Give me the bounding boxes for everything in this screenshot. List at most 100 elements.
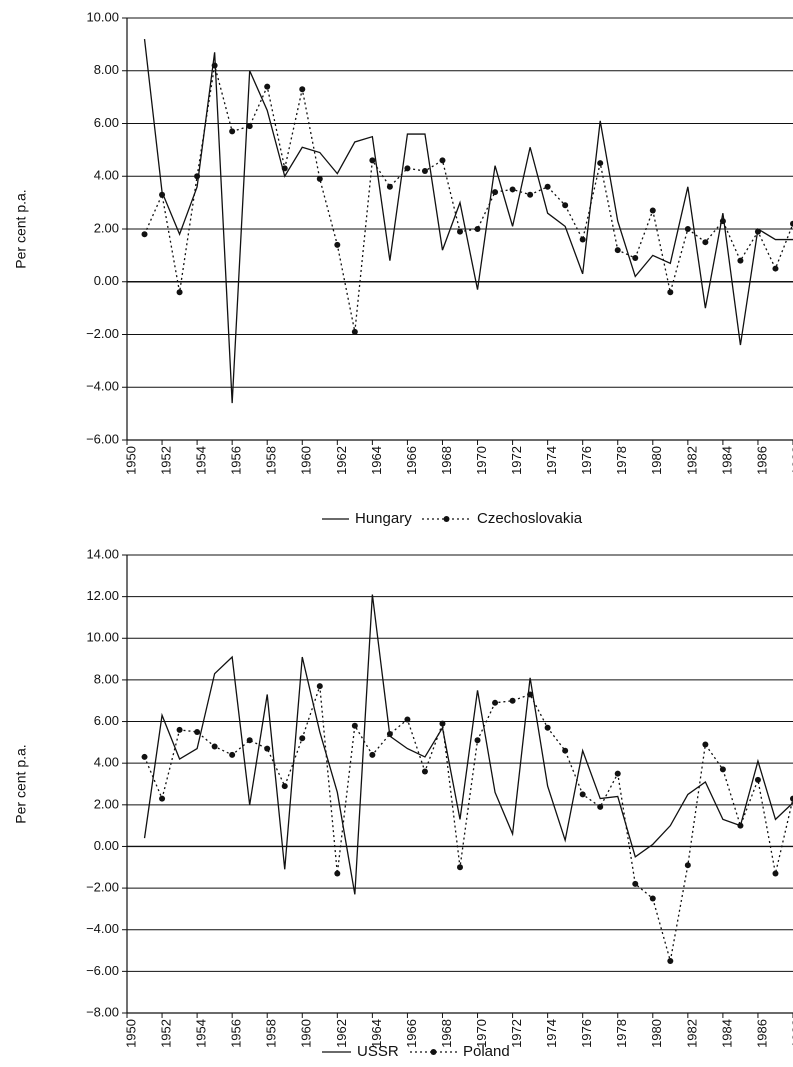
x-tick-label: 1980: [649, 1019, 664, 1048]
data-point: [457, 228, 463, 235]
data-point: [509, 186, 516, 193]
data-point: [386, 731, 393, 738]
data-point: [772, 870, 779, 877]
data-point: [421, 167, 428, 174]
data-point: [246, 737, 253, 744]
x-tick-label: 1968: [439, 446, 454, 475]
data-point: [369, 157, 376, 164]
x-tick-label: 1974: [544, 446, 559, 475]
x-tick-label: 1984: [719, 446, 734, 475]
x-tick-label: 1970: [474, 1019, 489, 1048]
data-point: [597, 160, 604, 167]
legend-marker: [443, 516, 450, 522]
x-tick-label: 1960: [299, 1019, 314, 1048]
data-point: [684, 226, 691, 232]
y-tick-label: 10.00: [86, 630, 119, 645]
data-point: [527, 191, 534, 198]
y-axis-label: Per cent p.a.: [13, 744, 29, 823]
data-point: [702, 741, 709, 748]
data-point: [754, 228, 761, 235]
data-point: [544, 724, 551, 731]
series-line: [143, 39, 793, 404]
x-tick-label: 1980: [649, 446, 664, 475]
data-point: [299, 86, 306, 93]
data-point: [737, 822, 744, 829]
y-tick-label: 4.00: [94, 168, 119, 183]
data-point: [334, 870, 341, 877]
data-point: [229, 751, 236, 758]
x-tick-label: 1988: [789, 446, 793, 475]
data-point: [299, 735, 306, 742]
data-point: [737, 257, 744, 264]
x-tick-label: 1962: [334, 1019, 349, 1048]
x-tick-label: 1972: [509, 446, 524, 475]
y-tick-label: 0.00: [94, 838, 119, 853]
x-tick-label: 1956: [229, 446, 244, 475]
data-point: [439, 157, 446, 164]
data-point: [351, 722, 358, 729]
data-point: [562, 202, 569, 209]
data-point: [194, 728, 201, 735]
data-point: [527, 691, 534, 698]
data-point: [579, 236, 586, 243]
y-tick-label: 12.00: [86, 588, 119, 603]
data-point: [404, 165, 411, 172]
x-tick-label: 1978: [614, 446, 629, 475]
x-tick-label: 1986: [754, 446, 769, 475]
x-tick-label: 1952: [158, 446, 173, 475]
data-point: [211, 743, 218, 750]
y-tick-label: 2.00: [94, 220, 119, 235]
y-tick-label: 2.00: [94, 796, 119, 811]
data-point: [684, 862, 691, 869]
y-tick-label: 8.00: [94, 62, 119, 77]
x-tick-label: 1954: [194, 1019, 209, 1048]
data-point: [702, 239, 709, 246]
data-point: [229, 128, 236, 135]
data-point: [632, 255, 639, 262]
x-tick-label: 1984: [719, 1019, 734, 1048]
data-point: [404, 716, 411, 723]
data-point: [772, 265, 779, 272]
data-point: [790, 795, 793, 802]
y-tick-label: 0.00: [94, 273, 119, 288]
data-point: [246, 123, 253, 130]
y-tick-label: −4.00: [86, 379, 119, 394]
data-point: [492, 189, 499, 196]
data-point: [667, 957, 674, 964]
data-point: [667, 289, 674, 296]
data-point: [719, 218, 726, 225]
y-tick-label: −4.00: [86, 921, 119, 936]
x-tick-label: 1952: [158, 1019, 173, 1048]
x-tick-label: 1956: [229, 1019, 244, 1048]
x-tick-label: 1958: [264, 446, 279, 475]
data-point: [281, 783, 288, 790]
x-tick-label: 1966: [404, 446, 419, 475]
y-tick-label: 8.00: [94, 671, 119, 686]
x-tick-label: 1974: [544, 1019, 559, 1048]
legend-label: Poland: [463, 1043, 510, 1060]
data-point: [457, 864, 463, 871]
data-point: [492, 699, 499, 706]
y-tick-label: 10.00: [86, 9, 119, 24]
data-point: [649, 207, 656, 214]
data-point: [264, 745, 271, 752]
data-point: [439, 720, 446, 727]
x-tick-label: 1950: [123, 446, 138, 475]
x-tick-label: 1960: [299, 446, 314, 475]
x-tick-label: 1964: [369, 446, 384, 475]
y-tick-label: 4.00: [94, 755, 119, 770]
y-tick-label: −2.00: [86, 880, 119, 895]
x-tick-label: 1982: [684, 446, 699, 475]
data-point: [544, 183, 551, 190]
y-tick-label: 14.00: [86, 546, 119, 561]
data-point: [159, 191, 166, 198]
x-tick-label: 1954: [194, 446, 209, 475]
data-point: [176, 726, 183, 733]
y-tick-label: −6.00: [86, 963, 119, 978]
x-tick-label: 1968: [439, 1019, 454, 1048]
x-tick-label: 1970: [474, 446, 489, 475]
data-point: [386, 183, 393, 190]
data-point: [474, 737, 481, 744]
data-point: [562, 747, 569, 754]
data-point: [649, 895, 656, 902]
